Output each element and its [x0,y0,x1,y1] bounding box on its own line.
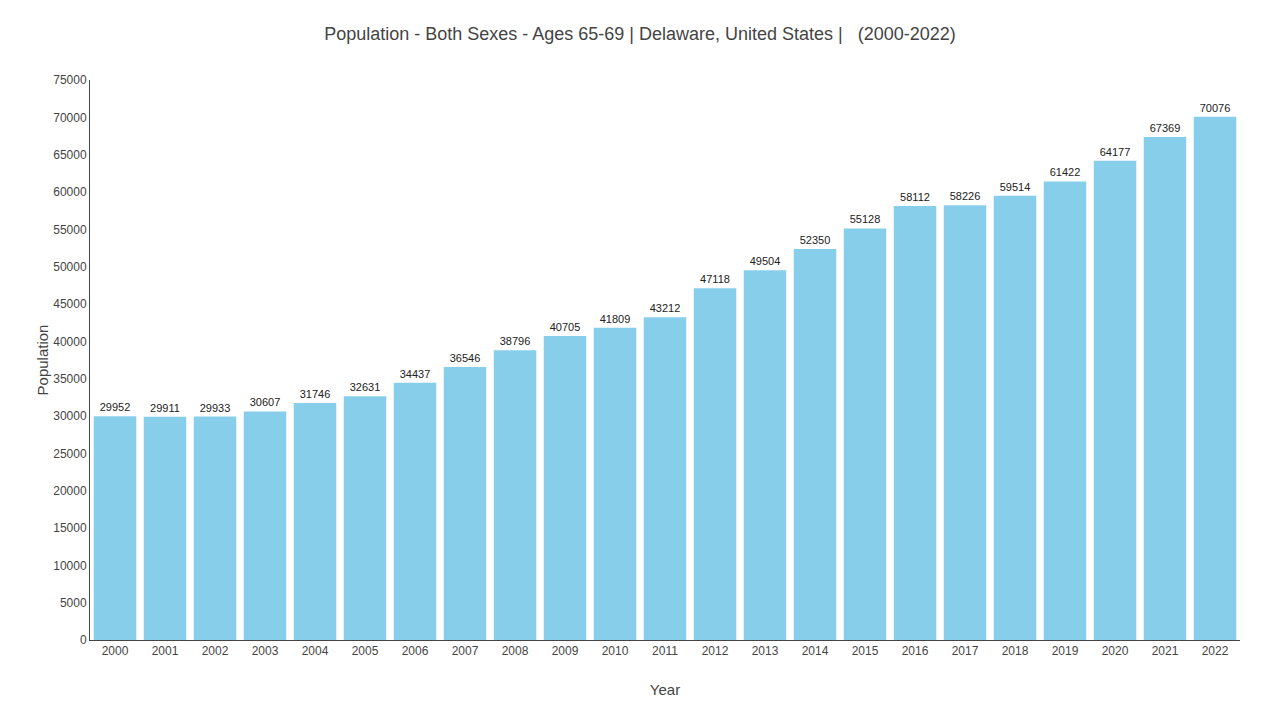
svg-text:2009: 2009 [552,644,579,658]
svg-text:2001: 2001 [152,644,179,658]
svg-text:2016: 2016 [902,644,929,658]
svg-text:50000: 50000 [53,260,87,274]
svg-text:49504: 49504 [750,255,781,267]
svg-text:58226: 58226 [950,190,981,202]
svg-text:15000: 15000 [53,521,87,535]
svg-text:2008: 2008 [502,644,529,658]
svg-text:30607: 30607 [250,396,281,408]
svg-text:2011: 2011 [652,644,678,658]
svg-text:60000: 60000 [53,185,87,199]
svg-text:2020: 2020 [1102,644,1129,658]
svg-text:2014: 2014 [802,644,829,658]
svg-text:2018: 2018 [1002,644,1029,658]
svg-text:0: 0 [80,633,87,647]
svg-text:40705: 40705 [550,321,581,333]
svg-text:Year: Year [650,681,680,698]
svg-text:2015: 2015 [852,644,879,658]
svg-text:2005: 2005 [352,644,379,658]
svg-text:32631: 32631 [350,381,381,393]
svg-text:Population - Both Sexes - Ages: Population - Both Sexes - Ages 65-69 | D… [324,24,956,44]
svg-text:41809: 41809 [600,313,631,325]
svg-text:2004: 2004 [302,644,329,658]
svg-text:Population: Population [34,325,51,396]
svg-text:2010: 2010 [602,644,629,658]
svg-text:25000: 25000 [53,447,87,461]
svg-text:29911: 29911 [150,402,180,414]
svg-text:2021: 2021 [1152,644,1179,658]
svg-text:2013: 2013 [752,644,779,658]
svg-text:2017: 2017 [952,644,979,658]
svg-text:2002: 2002 [202,644,229,658]
svg-text:20000: 20000 [53,484,87,498]
svg-text:67369: 67369 [1150,122,1181,134]
svg-text:61422: 61422 [1050,166,1081,178]
svg-text:65000: 65000 [53,148,87,162]
svg-text:10000: 10000 [53,559,87,573]
svg-text:34437: 34437 [400,368,431,380]
svg-text:2022: 2022 [1202,644,1229,658]
svg-text:55128: 55128 [850,213,881,225]
svg-text:2012: 2012 [702,644,729,658]
svg-text:43212: 43212 [650,302,681,314]
svg-text:75000: 75000 [53,73,87,87]
svg-text:40000: 40000 [53,335,87,349]
svg-text:29933: 29933 [200,402,231,414]
svg-text:31746: 31746 [300,388,331,400]
svg-text:59514: 59514 [1000,181,1031,193]
svg-text:70076: 70076 [1200,102,1231,114]
svg-text:35000: 35000 [53,372,87,386]
svg-text:30000: 30000 [53,409,87,423]
svg-text:45000: 45000 [53,297,87,311]
svg-text:36546: 36546 [450,352,481,364]
svg-text:2000: 2000 [102,644,129,658]
svg-text:64177: 64177 [1100,146,1131,158]
svg-text:2019: 2019 [1052,644,1079,658]
svg-text:47118: 47118 [700,273,730,285]
svg-text:29952: 29952 [100,401,131,413]
svg-text:55000: 55000 [53,223,87,237]
svg-text:38796: 38796 [500,335,531,347]
svg-text:5000: 5000 [60,596,87,610]
svg-text:70000: 70000 [53,111,87,125]
svg-text:52350: 52350 [800,234,831,246]
svg-text:2007: 2007 [452,644,479,658]
svg-text:2006: 2006 [402,644,429,658]
svg-text:2003: 2003 [252,644,279,658]
svg-text:58112: 58112 [900,191,930,203]
